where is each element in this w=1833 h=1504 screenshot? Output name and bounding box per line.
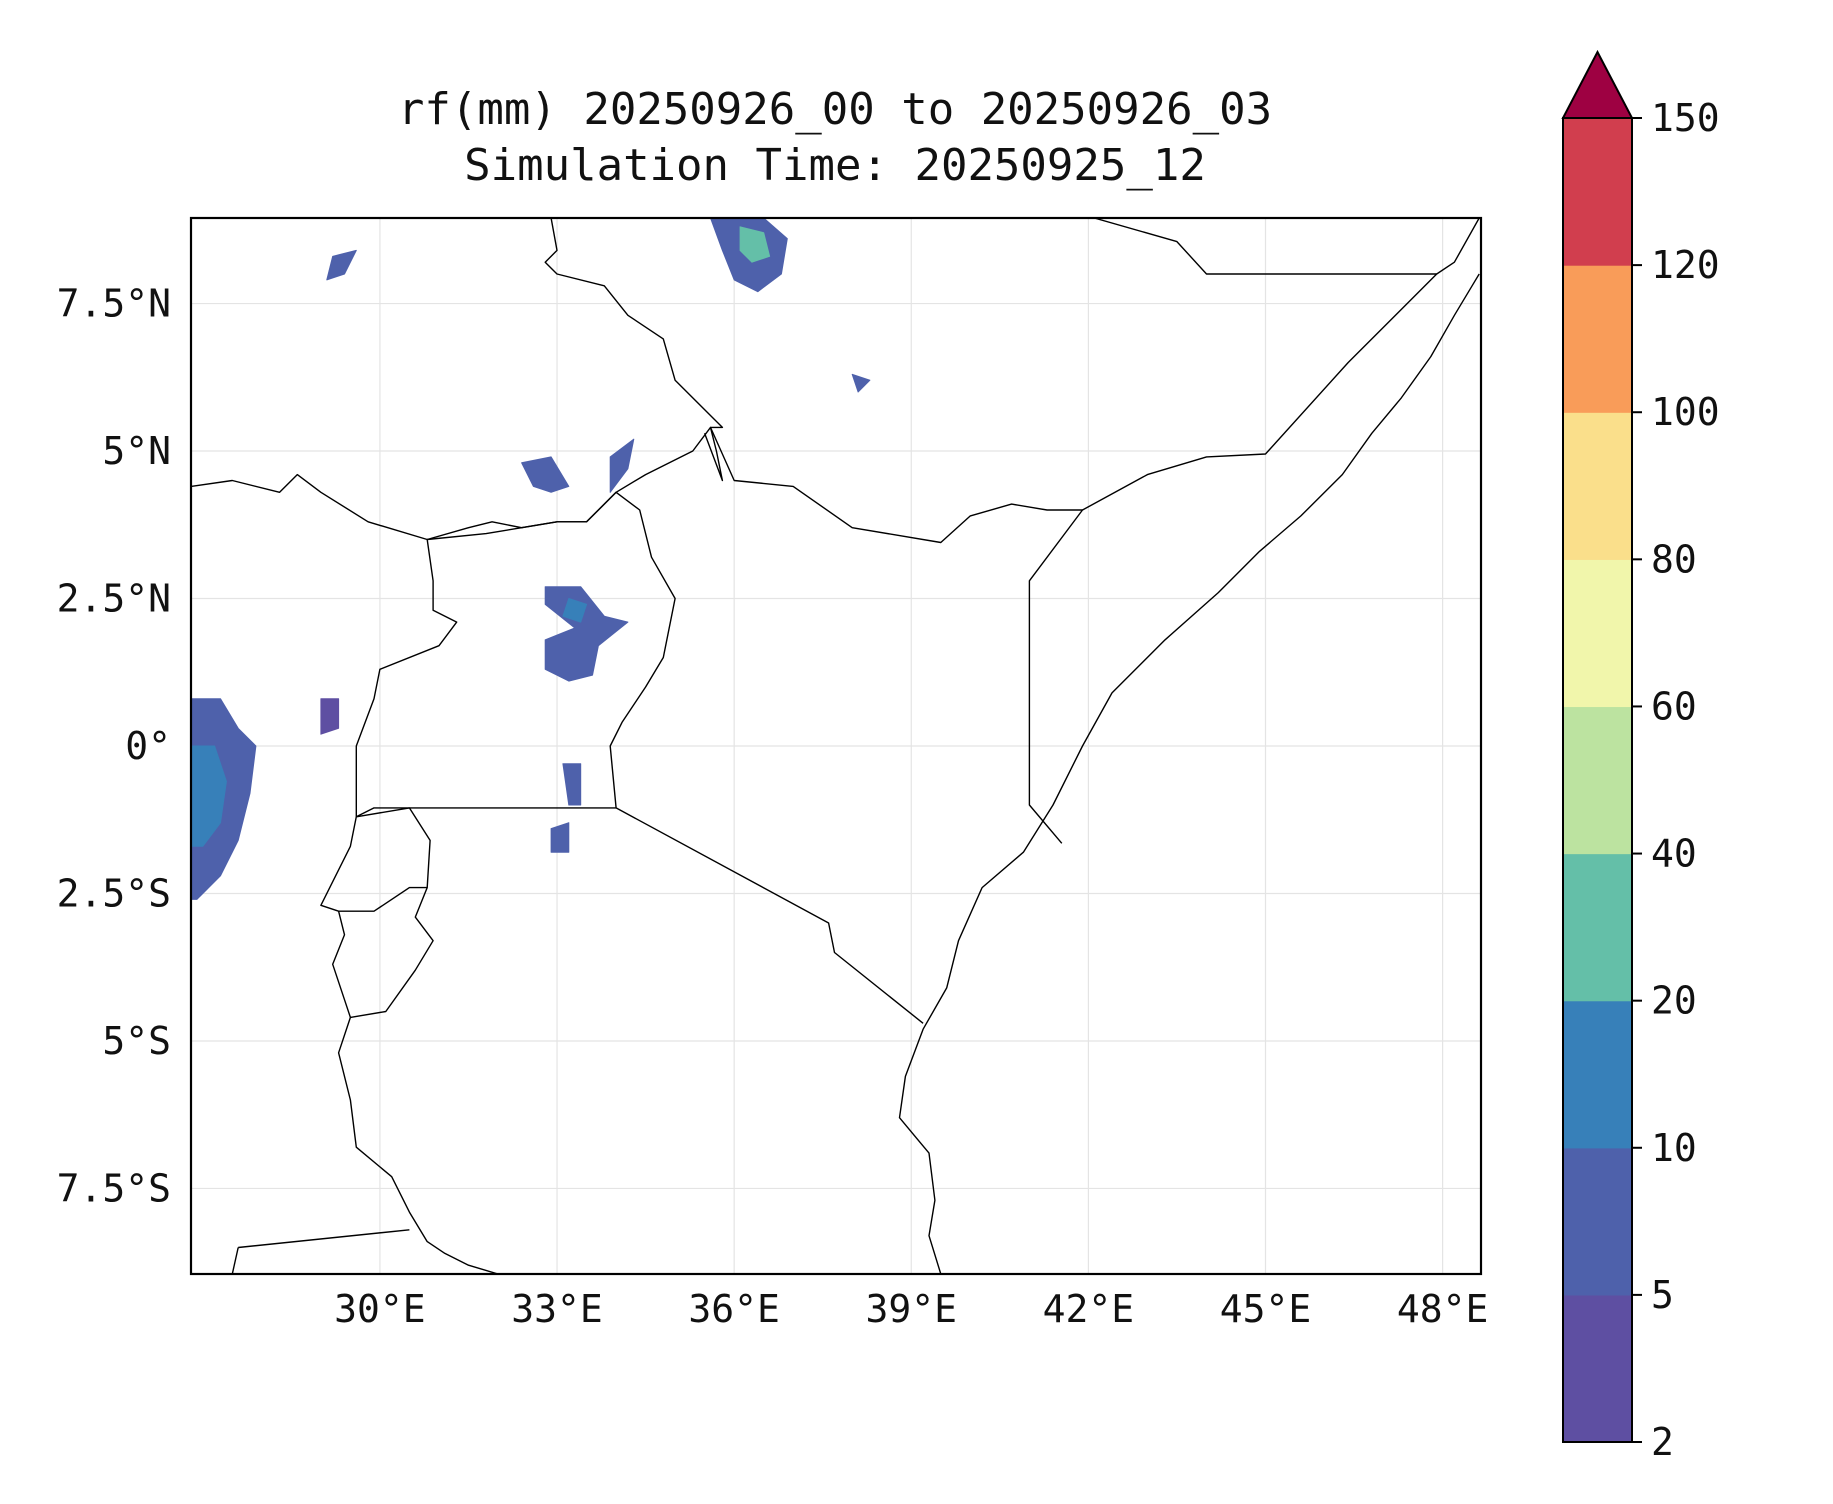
colorbar-tick-label: 40 xyxy=(1651,832,1697,876)
colorbar-tick-label: 10 xyxy=(1651,1126,1697,1170)
colorbar-segment xyxy=(1563,1000,1632,1149)
colorbar: 2 5 10 20 40 60 80 100 120 150 xyxy=(1561,49,1720,1464)
rain-patch-drc-east xyxy=(320,698,340,735)
y-tick-label: 7.5°S xyxy=(57,1166,171,1210)
rain-patch-sudan-border xyxy=(521,456,570,493)
y-tick-label: 5°S xyxy=(102,1019,171,1063)
colorbar-tick-label: 150 xyxy=(1651,96,1720,140)
colorbar-tick-label: 100 xyxy=(1651,390,1720,434)
boundary-layer xyxy=(191,218,1480,1274)
colorbar-tick-label: 60 xyxy=(1651,684,1697,728)
colorbar-tick-label: 20 xyxy=(1651,979,1697,1023)
gridlines xyxy=(191,218,1481,1274)
rain-patch-turkana xyxy=(609,438,635,493)
y-tick-label: 2.5°S xyxy=(57,871,171,915)
title-line-2: Simulation Time: 20250925_12 xyxy=(464,140,1206,191)
border-drc-zambia xyxy=(231,1247,239,1274)
x-tick-label: 45°E xyxy=(1220,1287,1312,1331)
map-frame xyxy=(189,216,1483,1276)
border-ethiopia-kenya xyxy=(709,427,1083,544)
colorbar-segment xyxy=(1563,265,1632,413)
x-tick-label: 33°E xyxy=(511,1287,603,1331)
colorbar-extend-arrow xyxy=(1561,49,1634,119)
colorbar-tick-label: 5 xyxy=(1651,1273,1674,1317)
x-tick-label: 36°E xyxy=(688,1287,780,1331)
colorbar-tick-label: 80 xyxy=(1651,537,1697,581)
border-uganda-kenya xyxy=(355,491,676,818)
colorbar-segment xyxy=(1563,1294,1632,1443)
border-rwanda-burundi xyxy=(320,807,431,912)
x-tick-label: 42°E xyxy=(1043,1287,1135,1331)
y-tick-label: 7.5°N xyxy=(57,282,171,326)
rain-patch-lake-victoria xyxy=(562,763,582,806)
colorbar-segment xyxy=(1563,412,1632,560)
rain-patch-south-sudan-west xyxy=(326,249,357,281)
colorbar-segment xyxy=(1563,559,1632,708)
border-tanzania-west xyxy=(332,887,434,1019)
x-tick-label: 30°E xyxy=(334,1287,426,1331)
border-kenya-tanzania xyxy=(615,807,924,1024)
map-area: 30°E 33°E 36°E 39°E 42°E 45°E 48°E 7.5°N 5°N 2.5… xyxy=(57,216,1488,1331)
y-tick-label: 2.5°N xyxy=(57,577,171,621)
colorbar-tick-label: 2 xyxy=(1651,1420,1674,1464)
x-axis-ticks: 30°E 33°E 36°E 39°E 42°E 45°E 48°E xyxy=(334,1287,1488,1331)
colorbar-frame xyxy=(1562,117,1633,1443)
title-line-1: rf(mm) 20250926_00 to 20250926_03 xyxy=(398,84,1272,135)
border-somalia-ethiopia xyxy=(1028,218,1438,844)
colorbar-segment xyxy=(1563,853,1632,1002)
colorbar-segment xyxy=(1563,1147,1632,1296)
rainfall-layer xyxy=(191,218,871,900)
border-kenya-somalia-ext xyxy=(1436,218,1480,275)
rain-patch-tanzania-north xyxy=(550,822,570,853)
y-tick-label: 0° xyxy=(125,724,171,768)
x-tick-label: 39°E xyxy=(866,1287,958,1331)
x-tick-label: 48°E xyxy=(1397,1287,1489,1331)
border-sudan-ethiopia xyxy=(544,218,724,429)
y-tick-label: 5°N xyxy=(102,429,171,473)
colorbar-segment xyxy=(1563,706,1632,855)
coastline xyxy=(898,273,1480,1274)
colorbar-segment xyxy=(1563,118,1632,266)
y-axis-ticks: 7.5°N 5°N 2.5°N 0° 2.5°S 5°S 7.5°S xyxy=(57,282,171,1211)
rain-patch-ethiopia-core xyxy=(739,226,771,263)
colorbar-tick-label: 120 xyxy=(1651,243,1720,287)
rain-patch-ethiopia-east xyxy=(851,373,871,393)
rain-patch-drc-core xyxy=(191,745,227,847)
rain-patch-victoria-core xyxy=(562,598,588,623)
border-zambia-tanzania xyxy=(238,1229,410,1249)
border-tanzania-south xyxy=(337,1017,499,1274)
